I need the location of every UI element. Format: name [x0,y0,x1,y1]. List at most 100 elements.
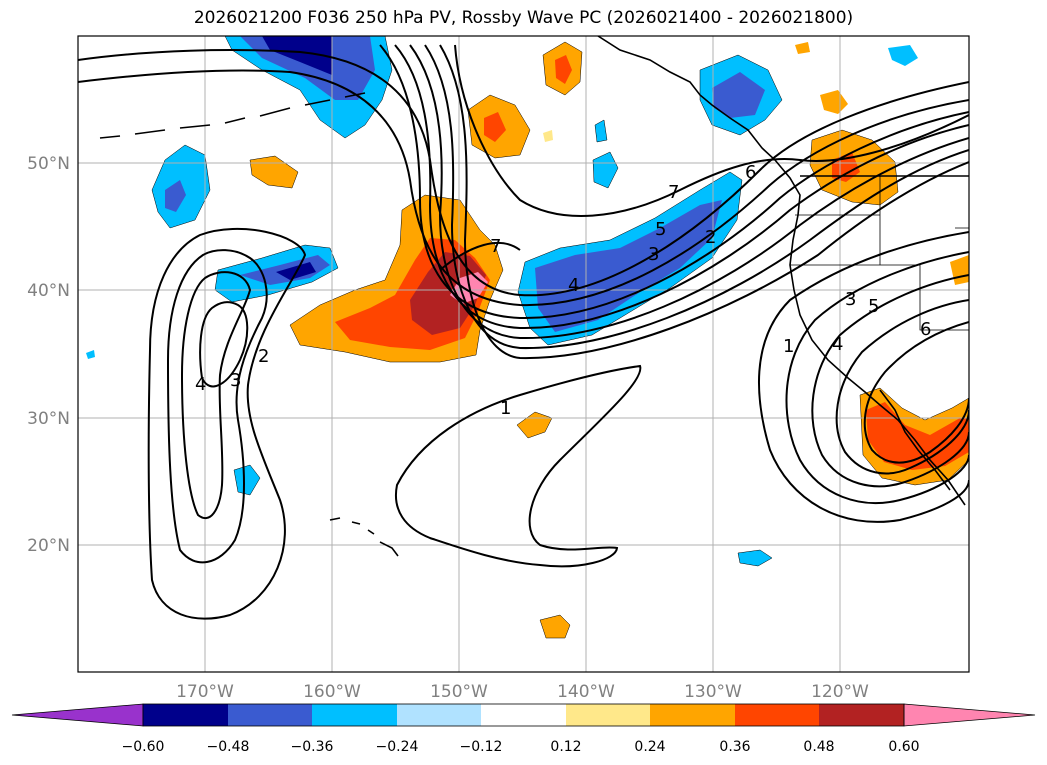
colorbar-bin-8 [735,704,819,726]
blue-anomaly-northwest-deep [262,36,332,75]
contour-trough-east-2 [785,251,969,504]
lon-label-130w: 130°W [684,682,742,702]
colorbar-label-pos048: 0.48 [803,739,834,755]
blue-anomaly-small-6 [86,350,95,359]
colorbar-bin-5 [481,704,566,726]
state-lines [790,176,969,331]
rossby-wave-contours [78,44,969,620]
lat-label-20n: 20°N [27,536,70,556]
colorbar-frame [142,703,905,727]
blue-anomaly-small-3 [233,464,261,496]
colorbar-label-pos060: 0.60 [888,739,919,755]
colorbar-label-neg060: −0.60 [122,739,165,755]
lon-label-120w: 120°W [811,682,869,702]
lat-label-40n: 40°N [27,281,70,301]
lon-label-150w: 150°W [430,682,488,702]
orange-anomaly-small-6 [795,42,810,54]
gridlines [78,36,969,672]
contour-label-2-b: 2 [705,227,716,248]
contour-jet-1 [78,49,969,297]
contour-label-6-a: 6 [745,162,756,183]
map-title: 2026021200 F036 250 hPa PV, Rossby Wave … [193,8,854,28]
contour-label-1-a: 1 [500,398,511,419]
map-frame [77,35,970,673]
colorbar-bin-3 [312,704,397,726]
contour-label-group: 1 1 2 2 3 3 3 4 4 4 5 5 6 6 7 7 [195,162,931,419]
colorbar-extend-min [11,703,144,727]
pv-field: 1 1 2 2 3 3 3 4 4 4 5 5 6 6 7 7 [78,36,969,672]
orange-anomaly-small-3 [539,614,571,639]
contour-trough-east-3 [811,274,969,488]
colorbar-bin-6 [566,704,650,726]
contour-jet-3 [379,44,969,320]
orange-anomaly-small-4 [820,90,848,114]
lat-axis-labels: 20°N 30°N 40°N 50°N [27,154,70,556]
colorbar-label-neg048: −0.48 [207,739,250,755]
contour-north-1 [454,44,969,218]
contour-jet-7 [439,44,969,360]
orange-anomaly-north-1-red [484,112,506,142]
colorbar-bin-9 [819,704,904,726]
lon-label-170w: 170°W [176,682,234,702]
contour-jet-5 [409,44,969,340]
contour-low-1 [439,241,521,271]
contour-label-4-b: 4 [568,275,579,296]
contour-label-3-c: 3 [845,289,856,310]
contour-jet-4 [394,44,969,330]
lat-label-30n: 30°N [27,409,70,429]
baja-coast [879,389,951,491]
lon-label-160w: 160°W [303,682,361,702]
blue-anomaly-northwest-core [240,36,375,100]
orange-anomaly-north-2-red [555,55,572,84]
negative-anomalies [86,36,918,567]
contour-jet-6 [424,44,969,350]
contour-jet-2 [78,69,969,307]
colorbar-label-pos024: 0.24 [634,739,665,755]
blue-anomaly-gulf-alaska-core [712,72,765,118]
contour-label-2-a: 2 [258,346,269,367]
orange-anomaly-small-7 [543,130,553,142]
colorbar-label-pos012: 0.12 [550,739,581,755]
colorbar-label-pos036: 0.36 [719,739,750,755]
contour-trough-west-4 [199,301,249,388]
contour-trough-west-3 [180,271,252,520]
contour-label-4-a: 4 [195,374,206,395]
orange-anomaly-southwest-us-red [866,402,969,470]
colorbar-bin-7 [650,704,735,726]
blue-anomaly-small-4 [737,549,773,567]
colorbar-label-neg036: −0.36 [291,739,334,755]
hawaii-islands [329,517,399,557]
colorbar-bin-4 [397,704,481,726]
blue-anomaly-small-5 [888,45,918,66]
colorbar-bin-2 [228,704,312,726]
contour-subtropic-1 [394,364,642,568]
orange-anomaly-small-2 [516,411,553,439]
contour-label-3-b: 3 [648,244,659,265]
contour-trough-east-4 [835,299,969,475]
contour-label-7-a: 7 [668,182,679,203]
colorbar-label-neg012: −0.12 [460,739,503,755]
orange-anomaly-small-1 [249,155,299,189]
contour-label-3-a: 3 [230,370,241,391]
blue-anomaly-west-core [165,180,186,212]
aleutian-islands [99,92,366,139]
contour-trough-east-1 [758,231,969,523]
colorbar-extend-max [903,703,1036,727]
orange-anomaly-small-5 [950,255,969,285]
contour-label-1-b: 1 [783,336,794,357]
colorbar-label-neg024: −0.24 [376,739,419,755]
lon-label-140w: 140°W [557,682,615,702]
blue-anomaly-small-1 [592,151,619,189]
colorbar-bin-1 [143,704,228,726]
contour-trough-west-2 [166,249,268,564]
contour-label-5-a: 5 [655,219,666,240]
contour-label-6-b: 6 [920,319,931,340]
contour-trough-east-5 [863,321,969,464]
colorbar: −0.60 −0.48 −0.36 −0.24 −0.12 0.12 0.24 … [11,703,1036,755]
contour-label-7-b: 7 [490,236,501,257]
lon-axis-labels: 170°W 160°W 150°W 140°W 130°W 120°W [176,682,869,702]
contour-label-5-b: 5 [868,296,879,317]
lat-label-50n: 50°N [27,154,70,174]
contour-label-4-c: 4 [832,334,843,355]
